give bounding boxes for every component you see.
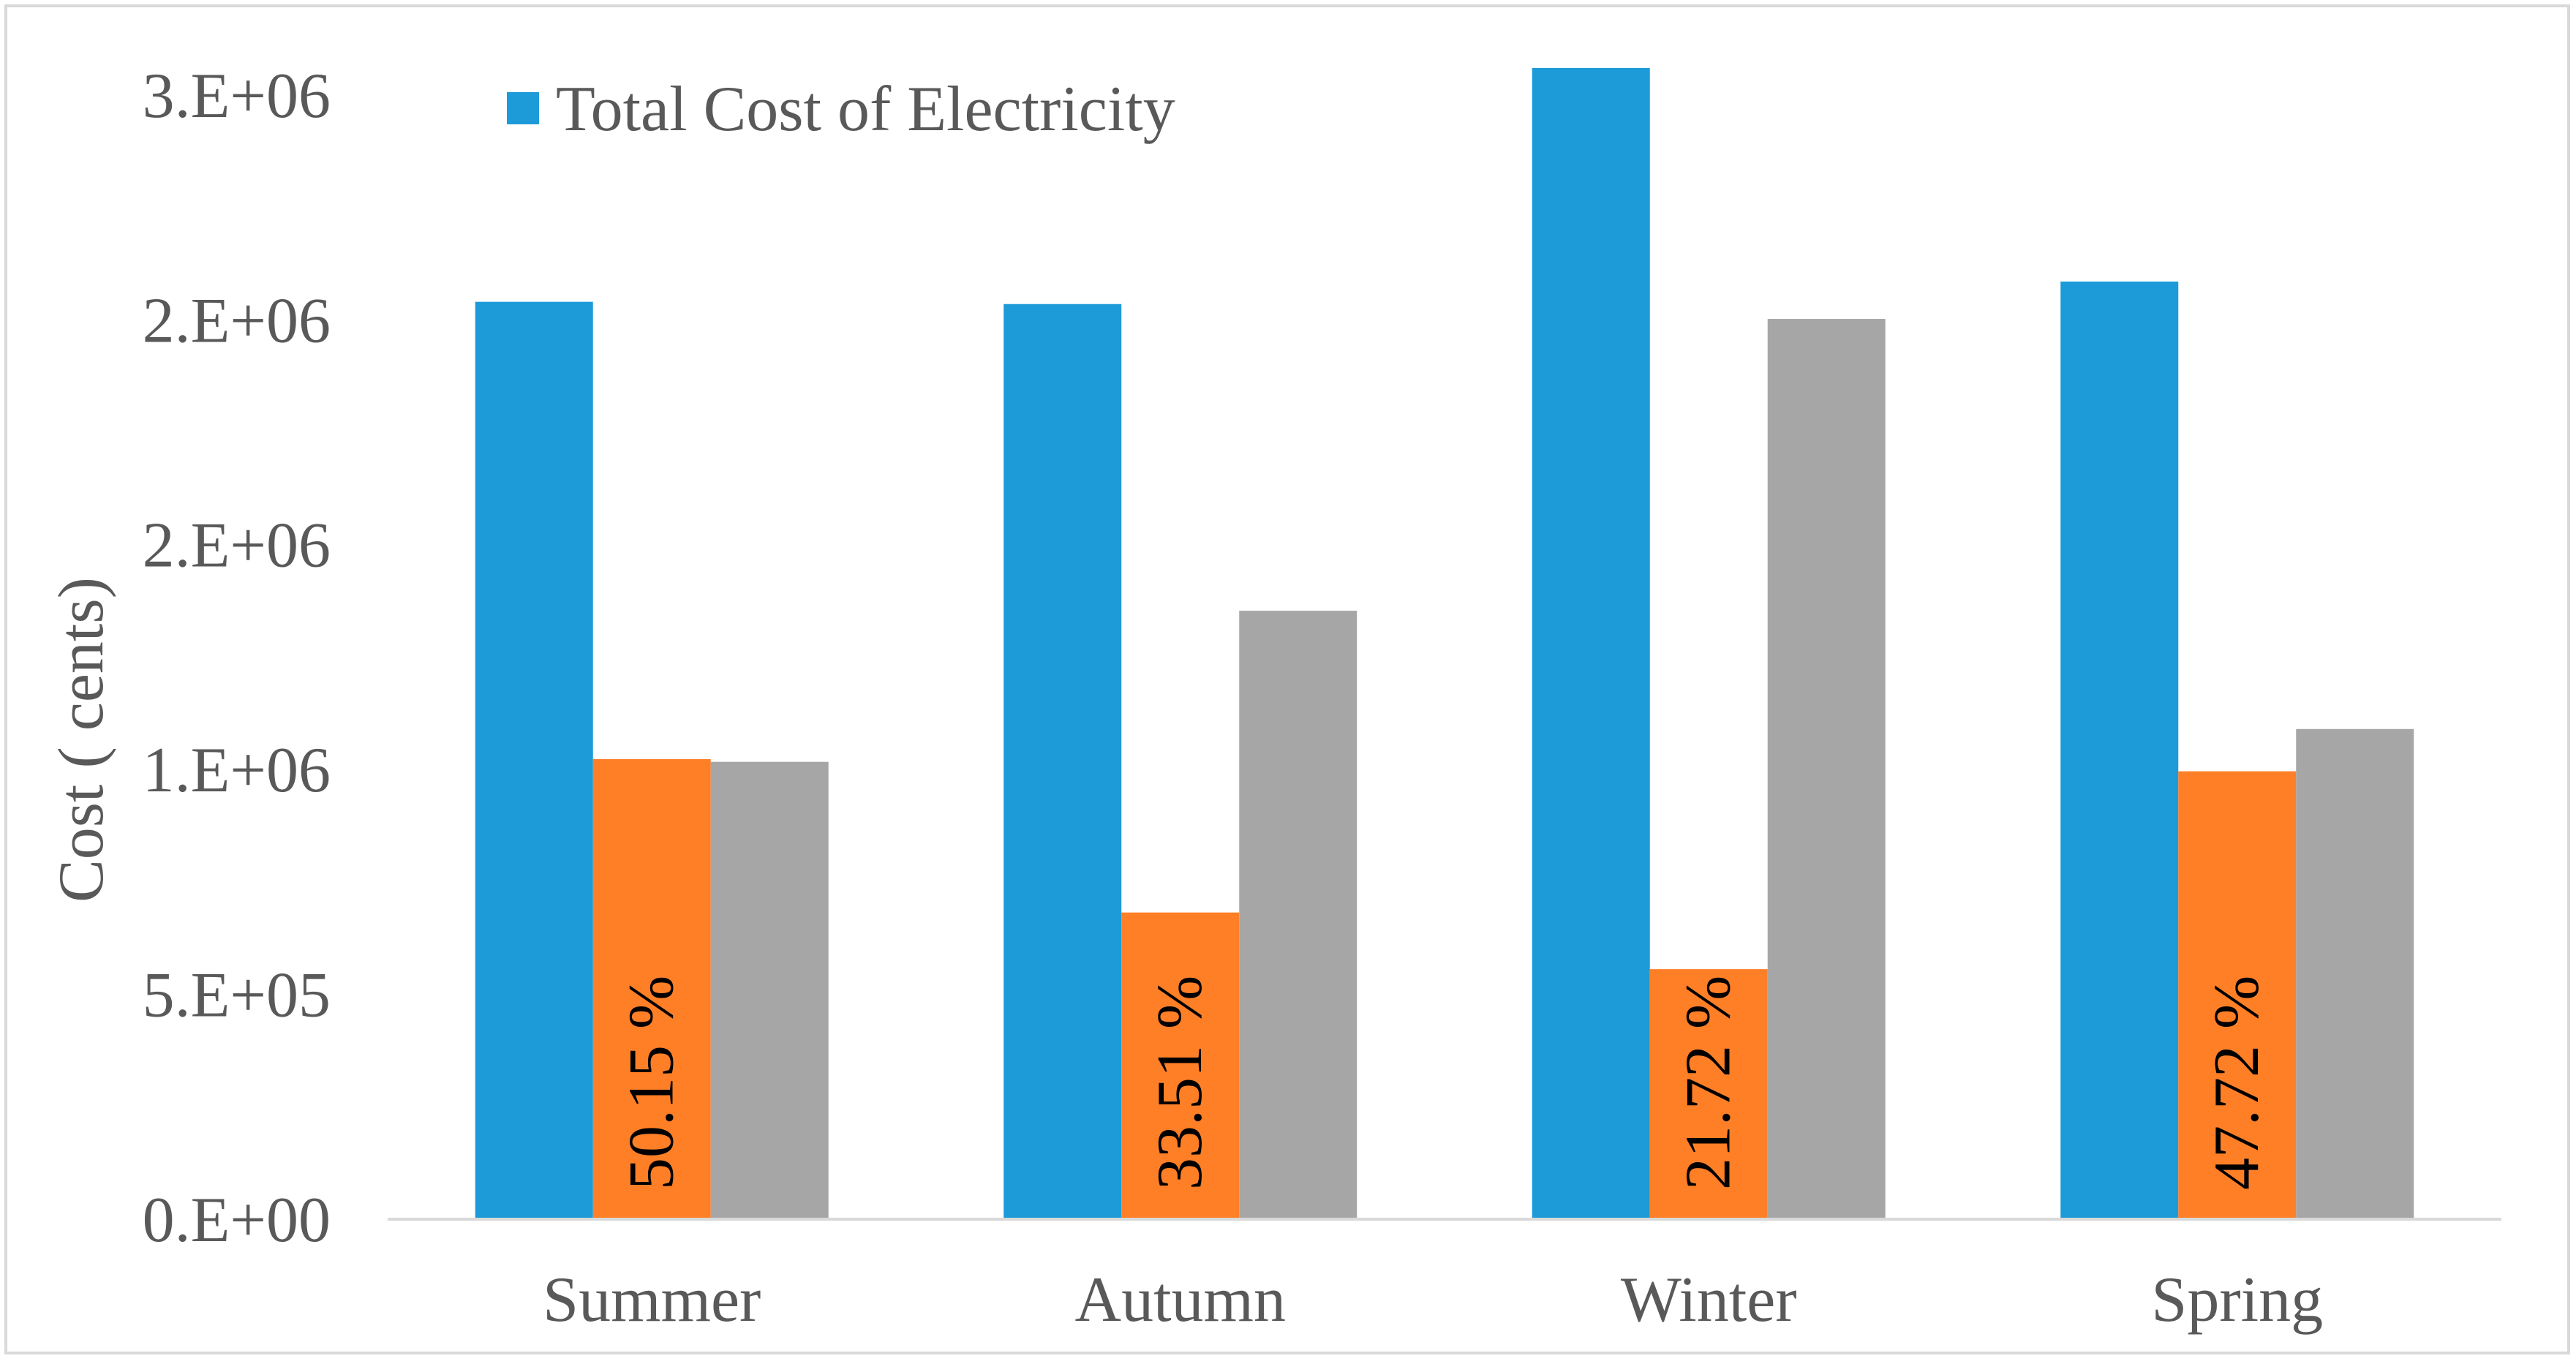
y-tick-label-1: 5.E+05 xyxy=(143,960,331,1031)
y-tick-label-3: 2.E+06 xyxy=(143,510,331,581)
y-tick-label-5: 3.E+06 xyxy=(143,61,331,132)
bar-s3-summer xyxy=(710,761,829,1219)
y-axis-label: Cost ( cents) xyxy=(46,577,117,903)
x-tick-label-spring: Spring xyxy=(2151,1265,2323,1335)
bar-s3-spring xyxy=(2296,728,2414,1219)
bar-s2-winter xyxy=(1649,969,1768,1219)
x-tick-label-winter: Winter xyxy=(1621,1265,1797,1335)
bar-s1-spring xyxy=(2060,281,2179,1219)
bar-s1-autumn xyxy=(1003,304,1122,1219)
bar-s1-summer xyxy=(475,301,593,1220)
bar-labels-layer: 50.15 % 33.51 % 21.72 % 47.72 % xyxy=(616,976,2272,1190)
x-tick-label-autumn: Autumn xyxy=(1075,1265,1286,1335)
bar-label-autumn: 33.51 % xyxy=(1145,976,1216,1190)
legend-swatch xyxy=(507,92,539,124)
y-tick-label-0: 0.E+00 xyxy=(143,1185,331,1256)
bar-s2-autumn xyxy=(1121,912,1240,1219)
bar-label-spring: 47.72 % xyxy=(2202,976,2272,1190)
bar-s2-summer xyxy=(592,758,711,1219)
bar-s2-spring xyxy=(2178,771,2297,1219)
y-ticks-layer: 0.E+00 5.E+05 1.E+06 2.E+06 2.E+06 3.E+06 xyxy=(143,61,331,1256)
bar-s3-autumn xyxy=(1239,611,1357,1219)
legend: Total Cost of Electricity xyxy=(507,74,1175,145)
legend-label: Total Cost of Electricity xyxy=(556,74,1175,145)
bar-s1-winter xyxy=(1532,67,1650,1219)
bar-s3-winter xyxy=(1767,319,1886,1219)
bars-layer xyxy=(475,67,2414,1220)
x-ticks-layer: Summer Autumn Winter Spring xyxy=(543,1265,2323,1335)
bar-label-winter: 21.72 % xyxy=(1673,976,1744,1190)
y-tick-label-2: 1.E+06 xyxy=(143,735,331,806)
y-tick-label-4: 2.E+06 xyxy=(143,285,331,356)
bar-label-summer: 50.15 % xyxy=(616,976,687,1190)
x-tick-label-summer: Summer xyxy=(543,1265,761,1335)
